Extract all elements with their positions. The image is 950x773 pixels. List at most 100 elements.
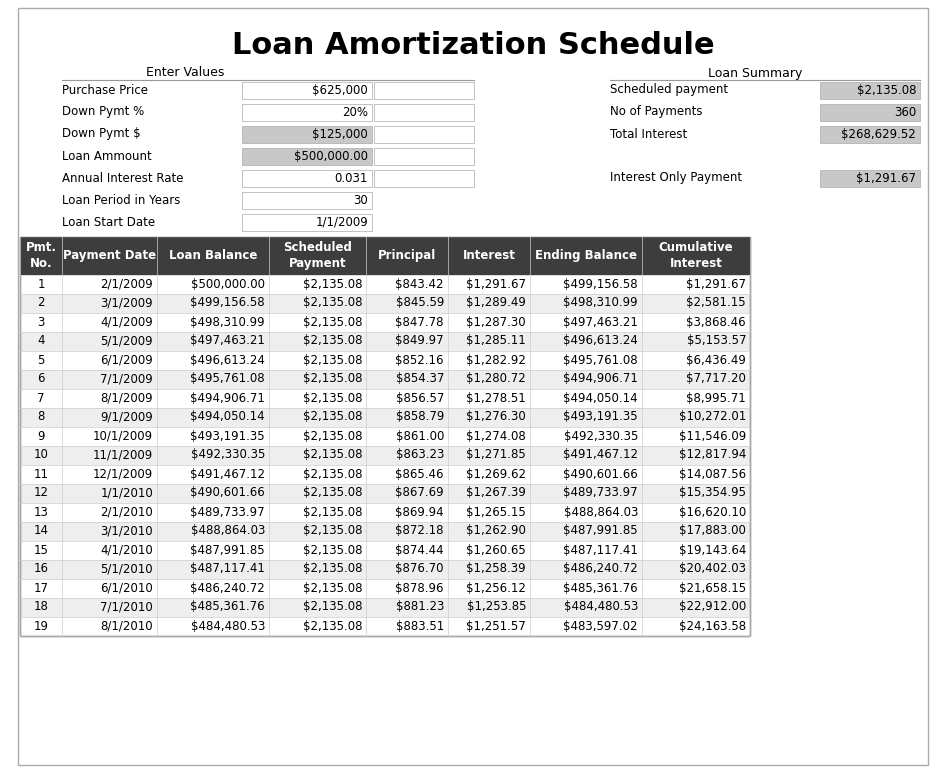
Text: $1,291.67: $1,291.67 [686,278,746,291]
Text: $8,995.71: $8,995.71 [686,391,746,404]
Text: $1,278.51: $1,278.51 [466,391,526,404]
Text: $487,991.85: $487,991.85 [563,525,638,537]
Text: $492,330.35: $492,330.35 [191,448,265,461]
Text: Loan Summary: Loan Summary [708,66,802,80]
Text: Enter Values: Enter Values [145,66,224,80]
Text: $852.16: $852.16 [395,353,444,366]
Text: $490,601.66: $490,601.66 [563,468,638,481]
Bar [820,104,920,121]
Text: $1,265.15: $1,265.15 [466,506,526,519]
Text: $494,906.71: $494,906.71 [563,373,638,386]
Text: $485,361.76: $485,361.76 [563,581,638,594]
Bar [20,407,750,427]
Text: $10,272.01: $10,272.01 [678,410,746,424]
Text: 5/1/2009: 5/1/2009 [101,335,153,348]
Text: $2,135.08: $2,135.08 [302,448,362,461]
Bar [242,192,372,209]
Text: $861.00: $861.00 [395,430,444,442]
Text: $1,251.57: $1,251.57 [466,619,526,632]
Text: 2/1/2010: 2/1/2010 [101,506,153,519]
Text: $1,258.39: $1,258.39 [466,563,526,576]
Text: $485,361.76: $485,361.76 [190,601,265,614]
Text: $493,191.35: $493,191.35 [190,430,265,442]
Text: $2,581.15: $2,581.15 [686,297,746,309]
Text: $5,153.57: $5,153.57 [687,335,746,348]
Text: 17: 17 [33,581,48,594]
Text: Scheduled payment: Scheduled payment [610,83,728,97]
Text: $1,291.67: $1,291.67 [466,278,526,291]
Text: $2,135.08: $2,135.08 [302,297,362,309]
Text: $2,135.08: $2,135.08 [302,486,362,499]
Text: $847.78: $847.78 [395,315,444,329]
Text: $268,629.52: $268,629.52 [842,128,916,141]
Text: $1,267.39: $1,267.39 [466,486,526,499]
Text: $19,143.64: $19,143.64 [678,543,746,557]
Text: $625,000: $625,000 [313,83,368,97]
Text: 6/1/2009: 6/1/2009 [101,353,153,366]
Text: $2,135.08: $2,135.08 [302,581,362,594]
Text: Interest Only Payment: Interest Only Payment [610,172,742,185]
Text: $854.37: $854.37 [395,373,444,386]
Bar [20,483,750,502]
Text: Total Interest: Total Interest [610,128,687,141]
Text: $495,761.08: $495,761.08 [563,353,638,366]
Text: $2,135.08: $2,135.08 [302,601,362,614]
Text: $843.42: $843.42 [395,278,444,291]
Text: 9/1/2009: 9/1/2009 [101,410,153,424]
Text: 19: 19 [33,619,48,632]
Text: $2,135.08: $2,135.08 [302,619,362,632]
Bar [242,125,372,142]
Text: $856.57: $856.57 [395,391,444,404]
Text: $2,135.08: $2,135.08 [302,315,362,329]
Bar [20,465,750,483]
Text: 8/1/2009: 8/1/2009 [101,391,153,404]
Text: Scheduled
Payment: Scheduled Payment [283,241,352,270]
Text: $17,883.00: $17,883.00 [679,525,746,537]
Text: $488,864.03: $488,864.03 [563,506,638,519]
Text: $493,191.35: $493,191.35 [563,410,638,424]
Text: $2,135.08: $2,135.08 [302,506,362,519]
Text: $845.59: $845.59 [395,297,444,309]
Text: 5: 5 [37,353,45,366]
Text: $491,467.12: $491,467.12 [190,468,265,481]
Text: 10/1/2009: 10/1/2009 [93,430,153,442]
Text: $1,289.49: $1,289.49 [466,297,526,309]
Bar [20,312,750,332]
Text: $498,310.99: $498,310.99 [563,297,638,309]
Text: $1,262.90: $1,262.90 [466,525,526,537]
Text: Interest: Interest [463,249,516,262]
Text: $3,868.46: $3,868.46 [686,315,746,329]
Text: $6,436.49: $6,436.49 [686,353,746,366]
Bar [20,522,750,540]
Text: 30: 30 [353,193,368,206]
Bar [20,617,750,635]
Text: $2,135.08: $2,135.08 [302,278,362,291]
Text: $1,253.85: $1,253.85 [466,601,526,614]
Bar [820,81,920,98]
Bar [242,104,372,121]
Text: Loan Period in Years: Loan Period in Years [62,193,180,206]
Text: 14: 14 [33,525,48,537]
Text: $491,467.12: $491,467.12 [563,448,638,461]
Text: 18: 18 [33,601,48,614]
Text: $486,240.72: $486,240.72 [563,563,638,576]
Text: Cumulative
Interest: Cumulative Interest [658,241,733,270]
Bar [242,213,372,230]
Text: 3: 3 [37,315,45,329]
Text: 10: 10 [33,448,48,461]
Bar [20,540,750,560]
Bar [242,148,372,165]
Text: 9: 9 [37,430,45,442]
Bar [374,169,474,186]
Text: $1,276.30: $1,276.30 [466,410,526,424]
Text: $483,597.02: $483,597.02 [563,619,638,632]
Text: Payment Date: Payment Date [63,249,156,262]
Text: $1,260.65: $1,260.65 [466,543,526,557]
Text: 360: 360 [894,105,916,118]
Text: 6: 6 [37,373,45,386]
Text: $878.96: $878.96 [395,581,444,594]
Text: $487,117.41: $487,117.41 [190,563,265,576]
Text: $15,354.95: $15,354.95 [679,486,746,499]
Text: $1,280.72: $1,280.72 [466,373,526,386]
Text: $1,271.85: $1,271.85 [466,448,526,461]
